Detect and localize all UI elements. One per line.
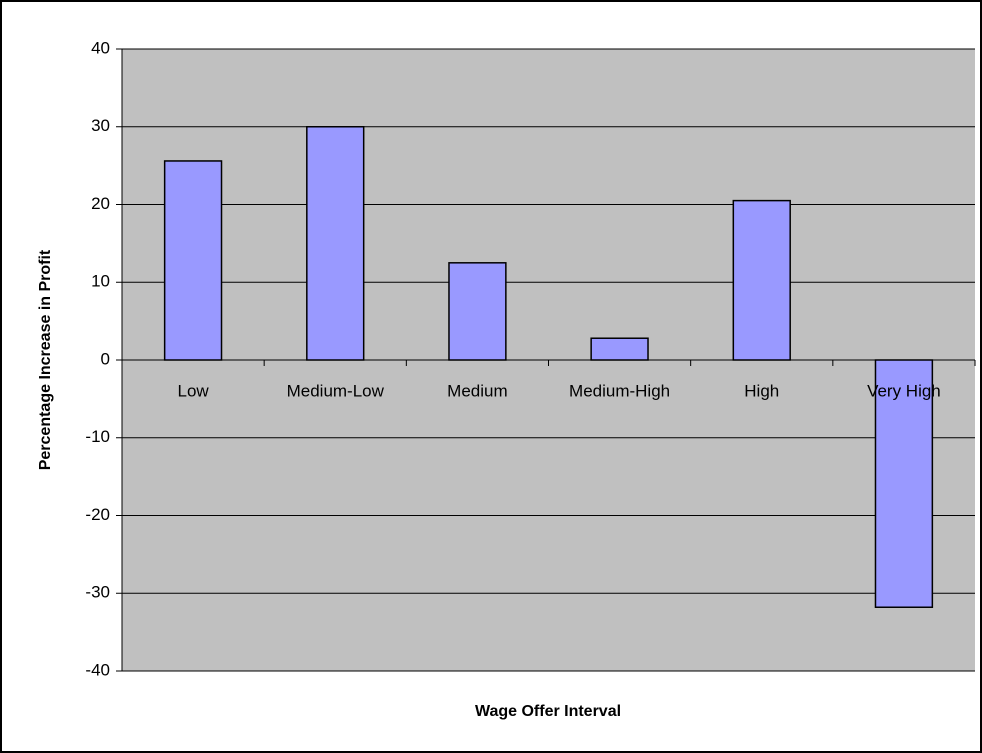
x-tick-label: High xyxy=(744,381,779,400)
y-tick-label: 30 xyxy=(91,116,110,135)
y-tick-label: -30 xyxy=(85,583,110,602)
bar xyxy=(732,199,791,361)
x-tick-label: Medium-Low xyxy=(287,381,385,400)
y-tick-label: 0 xyxy=(101,349,110,368)
bar xyxy=(590,337,649,361)
bar xyxy=(306,126,365,361)
x-tick-label: Very High xyxy=(867,381,941,400)
bar xyxy=(163,160,223,361)
bar xyxy=(448,262,507,361)
y-tick-label: 20 xyxy=(91,194,110,213)
y-tick-label: 40 xyxy=(91,38,110,57)
x-axis-title: Wage Offer Interval xyxy=(475,703,621,720)
y-tick-label: 10 xyxy=(91,272,110,291)
y-axis-title: Percentage Increase in Profit xyxy=(37,249,54,470)
bar xyxy=(874,359,934,608)
x-tick-label: Medium xyxy=(447,381,507,400)
y-tick-label: -10 xyxy=(85,427,110,446)
x-tick-label: Medium-High xyxy=(569,381,670,400)
y-tick-label: -40 xyxy=(85,660,110,679)
y-tick-label: -20 xyxy=(85,505,110,524)
x-tick-label: Low xyxy=(177,381,209,400)
